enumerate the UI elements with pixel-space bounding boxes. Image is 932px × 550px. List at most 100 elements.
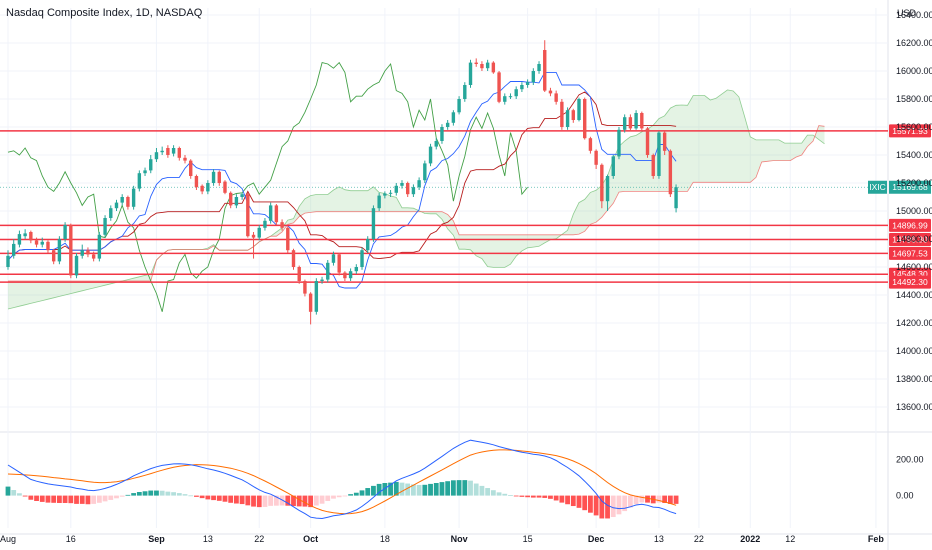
macd-histogram-bar [34, 495, 39, 501]
candle-body [565, 110, 570, 127]
macd-histogram-bar [439, 482, 445, 496]
macd-histogram-bar [279, 495, 285, 506]
level-label-bg [889, 246, 931, 260]
time-axis: Aug 16 Sep 13 22 Oct 18 Nov 15 Dec 13 22 2022 12 Feb [0, 534, 884, 544]
candle-body [371, 208, 376, 239]
macd-histogram-bar [108, 495, 114, 500]
candle-body [531, 71, 536, 83]
macd-histogram-bar [462, 480, 468, 496]
candle-body [257, 227, 261, 238]
candle-body [571, 110, 575, 120]
macd-histogram-bar [273, 495, 279, 506]
candle-body [23, 233, 27, 237]
macd-histogram-bar [74, 495, 79, 504]
macd-histogram-bar [633, 495, 639, 505]
macd-histogram-bar [262, 495, 268, 507]
macd-histogram-bar [154, 490, 159, 496]
macd-histogram-bar [39, 495, 45, 502]
candle-body [63, 225, 67, 239]
macd-histogram-bar [662, 495, 668, 503]
macd-histogram-bar [142, 491, 148, 496]
candle-body [246, 194, 250, 237]
current-price-label-bg [889, 180, 931, 194]
candle-body [189, 160, 193, 176]
candlestick-series [6, 40, 678, 325]
macd-histogram-bar [216, 495, 222, 501]
ichimoku-cloud [7, 89, 825, 310]
price-tick-label: 16400.00 [896, 10, 932, 20]
candle-body [383, 193, 387, 196]
candle-body [251, 234, 256, 238]
macd-histogram-bar [411, 484, 416, 496]
macd-histogram-bar [422, 484, 428, 496]
candle-body [126, 197, 130, 207]
leading-span-a-line [7, 89, 825, 310]
macd-histogram-bar [342, 495, 348, 497]
conversion-line [7, 71, 677, 289]
candle-body [674, 187, 678, 209]
candle-body [617, 129, 621, 157]
macd-histogram-bar [490, 490, 496, 496]
candle-body [154, 152, 159, 160]
macd-histogram-bar [365, 488, 371, 496]
candle-body [577, 99, 581, 120]
macd-histogram-bar [302, 495, 308, 507]
candle-body [554, 93, 558, 102]
macd-histogram-bar [45, 495, 51, 503]
candle-body [611, 156, 615, 176]
macd-histogram-bar [348, 494, 353, 496]
candle-body [497, 72, 501, 102]
macd-histogram-bar [268, 495, 274, 506]
candle-body [91, 254, 96, 259]
macd-histogram-bar [171, 492, 176, 496]
candle-body [29, 232, 33, 241]
candle-body [600, 164, 604, 202]
price-tick-label: 13800.00 [896, 374, 932, 384]
candle-body [354, 267, 359, 272]
candle-body [160, 150, 164, 153]
candle-body [303, 281, 307, 294]
macd-histogram-bar [199, 495, 205, 499]
candle-body [491, 62, 496, 73]
time-tick-label: 2022 [740, 534, 760, 544]
macd-histogram-bar [239, 495, 245, 505]
macd-histogram-bar [570, 495, 576, 507]
macd-histogram-bar [359, 490, 365, 496]
level-label: 14796.30 [892, 235, 928, 245]
candle-body [80, 250, 84, 256]
macd-histogram-bar [114, 495, 119, 499]
candle-body [137, 173, 142, 189]
macd-histogram-bar [525, 495, 531, 498]
candle-body [166, 148, 170, 155]
candle-body [348, 271, 353, 279]
macd-histogram-bar [5, 486, 11, 496]
macd-histogram-bar [234, 495, 239, 504]
macd-histogram-bar [610, 495, 616, 518]
macd-histogram-bar [136, 492, 142, 496]
candle-body [143, 170, 147, 174]
macd-histogram-bar [11, 490, 17, 496]
candle-body [331, 254, 336, 263]
ichimoku-lines [7, 61, 677, 312]
candle-body [34, 240, 39, 245]
macd-histogram-bar [336, 495, 342, 498]
candle-body [440, 127, 444, 141]
macd-histogram-bar [416, 484, 422, 496]
candle-body [326, 262, 330, 280]
candle-body [394, 185, 398, 193]
level-label: 15571.93 [892, 126, 928, 136]
macd-histogram-bar [639, 495, 645, 503]
candle-body [451, 112, 456, 123]
candle-body [640, 113, 644, 129]
macd-line [7, 439, 677, 520]
candle-body [69, 225, 73, 276]
level-label: 14492.30 [892, 277, 928, 287]
time-tick-label: 15 [523, 534, 533, 544]
candle-body [343, 272, 347, 279]
time-tick-label: Oct [303, 534, 318, 544]
macd-histogram-bar [96, 495, 102, 503]
macd-histogram-bar [656, 495, 662, 503]
time-tick-label: 13 [654, 534, 664, 544]
level-label-bg [889, 124, 931, 138]
candle-body [560, 101, 564, 127]
